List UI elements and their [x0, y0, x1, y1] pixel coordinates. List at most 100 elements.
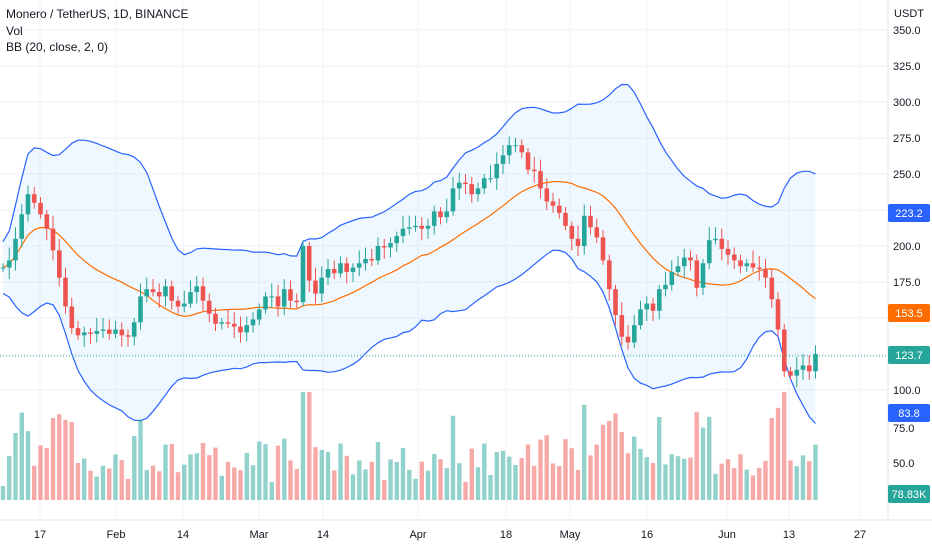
candle-body: [57, 250, 62, 278]
candle: [438, 207, 443, 225]
candle: [569, 221, 575, 251]
volume-bar: [813, 444, 818, 500]
volume-bar: [494, 452, 499, 500]
candle: [713, 227, 718, 245]
candle-body: [494, 163, 499, 179]
candle: [88, 328, 93, 344]
candle: [550, 192, 556, 213]
volume-bar: [519, 458, 524, 500]
candle-body: [619, 315, 625, 337]
volume-bar: [538, 439, 543, 500]
candle-body: [663, 284, 668, 290]
candle: [657, 284, 662, 320]
candle-body: [669, 271, 675, 285]
volume-bar: [475, 467, 481, 500]
grid-lines: [0, 0, 888, 520]
candle: [406, 215, 412, 235]
candle: [575, 225, 581, 257]
volume-bar: [107, 468, 112, 500]
candle-body: [450, 188, 456, 212]
candle: [688, 250, 693, 271]
volume-bar: [569, 448, 574, 500]
candle-body: [325, 269, 331, 278]
volume-bar: [394, 462, 399, 500]
volume-bar: [169, 444, 174, 500]
candle: [194, 276, 199, 304]
volume-bar: [757, 467, 762, 500]
candle-body: [331, 269, 337, 274]
volume-bar: [82, 458, 87, 500]
candle-body: [769, 277, 775, 300]
candle: [238, 316, 243, 343]
candle-body: [425, 225, 431, 229]
volume-bar: [450, 415, 456, 500]
candle: [769, 269, 775, 308]
candle: [663, 271, 668, 297]
volume-bar: [294, 468, 299, 500]
volume-bar: [725, 459, 731, 500]
candle-body: [181, 303, 187, 307]
candle: [450, 176, 456, 216]
candle-body: [782, 329, 787, 372]
candle-body: [300, 246, 306, 303]
candle-body: [525, 152, 531, 170]
time-tick-label: 27: [854, 529, 866, 541]
badge-label: 223.2: [895, 208, 923, 220]
candle: [538, 159, 543, 199]
candle: [744, 258, 750, 272]
candle-body: [263, 296, 268, 310]
volume-bar: [175, 472, 181, 500]
candle-body: [400, 228, 406, 236]
candle: [431, 205, 437, 235]
candle-body: [538, 171, 543, 189]
candle: [763, 258, 768, 288]
candle-body: [481, 178, 487, 189]
candle-body: [757, 267, 762, 269]
candle: [669, 260, 675, 291]
candle-body: [75, 328, 81, 336]
candle: [444, 198, 449, 223]
volume-bar: [638, 448, 643, 500]
candle: [100, 318, 106, 339]
candle-body: [800, 365, 806, 370]
candle-body: [725, 248, 731, 255]
candle-body: [732, 254, 737, 261]
volume-bar: [163, 444, 168, 500]
candle: [425, 218, 431, 239]
volume-bar: [550, 463, 556, 500]
candle: [500, 145, 506, 174]
candle: [344, 257, 349, 284]
candle-body: [569, 225, 575, 239]
volume-bar: [669, 454, 674, 500]
volume-bar: [182, 464, 187, 500]
candle-body: [744, 263, 750, 267]
volume-bar: [207, 455, 212, 500]
candle-body: [594, 227, 600, 238]
candle: [757, 256, 762, 281]
candle: [138, 283, 143, 330]
volume-bar: [25, 431, 31, 500]
price-axis-unit: USDT: [894, 8, 924, 20]
candle: [525, 148, 531, 174]
candle-body: [188, 292, 193, 304]
volume-bar: [488, 475, 493, 500]
candle: [231, 312, 237, 339]
volume-bar: [750, 475, 756, 500]
candle-body: [131, 322, 137, 337]
volume-bar: [275, 445, 281, 500]
price-tick-label: 275.0: [893, 133, 921, 145]
candle-body: [100, 329, 106, 331]
badge-bb-basis: 153.5: [888, 304, 930, 322]
candle: [356, 250, 362, 277]
volume-bar: [313, 447, 318, 500]
time-tick-label: 13: [783, 529, 795, 541]
volume-bar: [525, 444, 531, 500]
candle-body: [600, 237, 606, 261]
volume-bar: [700, 427, 706, 500]
volume-bar: [688, 457, 693, 500]
chart-legend: Monero / TetherUS, 1D, BINANCE Vol BB (2…: [6, 6, 189, 56]
volume-bar: [44, 448, 49, 500]
volume-bar: [444, 468, 449, 500]
